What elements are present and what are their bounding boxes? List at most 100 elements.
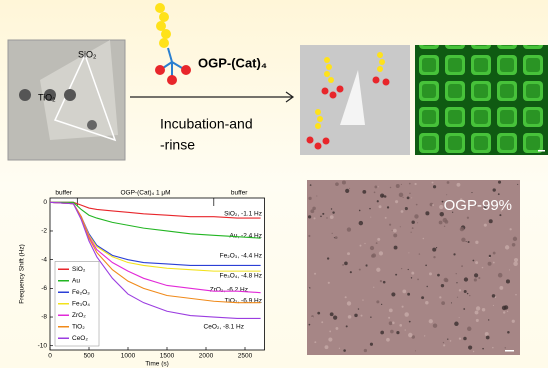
chip-label: TiO₂ [38, 92, 56, 102]
texture-dot [411, 220, 414, 223]
texture-dot [393, 233, 397, 237]
texture-dot [502, 306, 507, 311]
texture-dot [361, 315, 363, 317]
texture-dot [317, 312, 320, 315]
texture-dot [469, 295, 470, 296]
texture-dot [408, 333, 413, 338]
annotation: CeO₂, -8.1 Hz [204, 324, 244, 331]
texture-dot [482, 267, 483, 268]
texture-dot [444, 226, 445, 227]
texture-dot [482, 308, 485, 311]
y-axis-label: Frequency Shift (Hz) [19, 244, 26, 304]
texture-dot [347, 252, 350, 255]
texture-dot [464, 277, 468, 281]
x-tick-label: 0 [48, 353, 52, 360]
texture-dot [515, 294, 517, 296]
y-tick-label: 0 [43, 199, 47, 206]
texture-dot [439, 296, 441, 298]
texture-dot [381, 304, 382, 305]
texture-dot [459, 337, 461, 339]
texture-dot [377, 238, 380, 241]
texture-dot [493, 305, 494, 306]
texture-dot [392, 230, 393, 231]
texture-dot [505, 347, 506, 348]
texture-dot [433, 323, 437, 327]
texture-dot [332, 211, 334, 213]
texture-dot [391, 292, 395, 296]
texture-dot [344, 262, 348, 266]
texture-dot [401, 268, 402, 269]
texture-dot [312, 317, 313, 318]
annotation: ZrO₂, -6.2 Hz [210, 287, 248, 294]
texture-dot [463, 337, 467, 341]
texture-dot [380, 280, 382, 282]
texture-dot [380, 331, 384, 335]
texture-dot [457, 183, 461, 187]
texture-dot [461, 265, 463, 267]
texture-dot [335, 182, 339, 186]
texture-dot [443, 342, 444, 343]
texture-dot [443, 344, 445, 346]
texture-dot [513, 237, 517, 241]
texture-dot [456, 282, 457, 283]
chip-photo: TiO₂ SiO₂ [8, 40, 125, 160]
texture-dot [364, 349, 367, 352]
texture-dot [484, 224, 487, 227]
texture-dot [416, 204, 418, 206]
texture-dot [498, 181, 501, 184]
texture-dot [308, 235, 310, 237]
texture-dot [335, 236, 338, 239]
texture-dot [399, 193, 404, 198]
texture-dot [488, 319, 489, 320]
texture-dot [343, 349, 346, 352]
texture-dot [446, 194, 447, 195]
texture-dot [405, 329, 406, 330]
texture-dot [433, 185, 436, 188]
texture-dot [489, 219, 493, 223]
step-label: Incubation-and [160, 116, 253, 132]
texture-dot [362, 299, 363, 300]
texture-dot [453, 253, 455, 255]
texture-dot [373, 287, 374, 288]
texture-dot [492, 347, 494, 349]
texture-dot [389, 308, 393, 312]
legend-label: Fe₃O₄ [72, 300, 90, 307]
texture-dot [425, 301, 428, 304]
texture-dot [354, 314, 357, 317]
texture-dot [309, 287, 310, 288]
texture-dot [342, 180, 346, 184]
texture-dot [370, 246, 374, 250]
texture-dot [493, 262, 495, 264]
chart: SiO₂, -1.1 Hz Au, -2.4 Hz Fe₂O₃, -4.4 Hz… [19, 190, 265, 368]
texture-dot [509, 228, 511, 230]
texture-dot [339, 348, 340, 349]
texture-dot [425, 265, 427, 267]
texture-dot [362, 190, 366, 194]
texture-dot [444, 278, 448, 282]
texture-dot [336, 327, 339, 330]
texture-dot [359, 210, 361, 212]
texture-dot [342, 264, 344, 266]
micrograph-label: OGP-99% [444, 197, 512, 214]
texture-dot [433, 256, 435, 258]
texture-dot [360, 245, 362, 247]
annotation: TiO₂, -6.9 Hz [225, 298, 262, 305]
texture-dot [411, 197, 412, 198]
texture-dot [486, 336, 490, 340]
texture-dot [513, 261, 518, 266]
figure: TiO₂ SiO₂ OGP-(Cat)₄ Incubation-and -rin… [0, 0, 548, 368]
texture-dot [401, 184, 402, 185]
texture-dot [364, 243, 365, 244]
texture-dot [426, 286, 427, 287]
texture-dot [390, 187, 391, 188]
texture-dot [405, 207, 408, 210]
texture-dot [321, 321, 323, 323]
texture-dot [505, 245, 509, 249]
texture-dot [407, 293, 410, 296]
texture-dot [400, 226, 401, 227]
texture-dot [387, 206, 389, 208]
texture-dot [384, 195, 387, 198]
texture-dot [472, 260, 474, 262]
texture-dot [310, 184, 312, 186]
texture-dot [407, 196, 410, 199]
